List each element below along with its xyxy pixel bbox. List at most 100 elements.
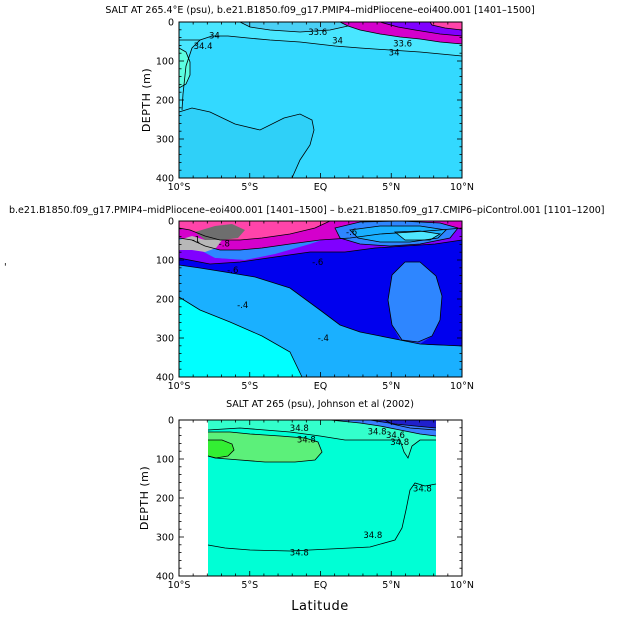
contour-label: -.4 — [237, 301, 248, 311]
panel-3-ylabel: DEPTH (m) — [138, 466, 151, 530]
panel-3-contour-d — [329, 419, 437, 437]
y-tick-label: 100 — [156, 57, 174, 68]
contour-label: -.6 — [312, 258, 323, 268]
panel-2-fill-lens-inner — [395, 231, 440, 240]
panel-2-fill-inner-blob — [388, 262, 442, 342]
y-tick-label: 300 — [156, 334, 174, 345]
x-tick-label: 5°S — [241, 182, 258, 193]
y-tick-label: 200 — [156, 96, 174, 107]
contour-label: 34 — [332, 37, 343, 47]
panel-3-title: SALT AT 265 (psu), Johnson et al (2002) — [226, 399, 414, 410]
y-tick-label: 400 — [156, 373, 174, 384]
contour-label: 34.8 — [363, 531, 382, 541]
y-tick-label: 300 — [156, 135, 174, 146]
contour-label: 34 — [209, 32, 220, 42]
x-tick-label: 10°N — [450, 580, 474, 591]
panel-3-contour-labels: 34.834.834.834.834.834.834.834.6 — [290, 424, 432, 559]
panel-3-contour-a — [207, 427, 436, 459]
x-tick-label: EQ — [314, 580, 327, 591]
panel-2-contour-d — [178, 239, 463, 265]
panel-1-fill-lowest — [179, 108, 314, 178]
panel-2-contour-b — [178, 264, 463, 347]
panel-1-title: SALT AT 265.4°E (psu), b.e21.B1850.f09_g… — [105, 5, 534, 16]
panel-1-contour-g — [379, 21, 463, 37]
contour-label: -.4 — [318, 334, 329, 344]
panel-3-contours — [207, 419, 437, 552]
panel-2-fill-dark-gray — [195, 224, 245, 240]
y-tick-label: 300 — [156, 533, 174, 544]
panel-1-axes: 10°S 5°S EQ 5°N 10°N 0 100 200 300 400 — [156, 18, 474, 194]
x-tick-label: 10°N — [450, 182, 474, 193]
panel-1-contour-d — [179, 39, 201, 111]
y-tick-label: 0 — [168, 18, 174, 29]
panel-2-contour-e — [178, 227, 463, 251]
panel-3: SALT AT 265 (psu), Johnson et al (2002) … — [138, 399, 474, 614]
panel-1: SALT AT 265.4°E (psu), b.e21.B1850.f09_g… — [105, 5, 534, 193]
y-tick-label: 100 — [156, 256, 174, 267]
contour-label: 33.6 — [308, 28, 327, 38]
panel-1-contour-a — [178, 107, 315, 179]
y-tick-label: 0 — [168, 416, 174, 427]
contour-label: 34.8 — [390, 438, 409, 448]
contour-label: 34.8 — [368, 428, 387, 438]
panel-3-xlabel: Latitude — [291, 599, 349, 614]
x-tick-label: 5°S — [241, 381, 258, 392]
contour-label: -1 — [192, 236, 200, 246]
contour-label: 34.8 — [290, 424, 309, 434]
y-tick-label: 0 — [168, 217, 174, 228]
panel-1-ylabel: DEPTH (m) — [140, 68, 153, 132]
panel-3-contour-f — [207, 482, 437, 552]
panel-2-contour-h — [349, 225, 447, 243]
contour-label: 34.6 — [386, 431, 405, 441]
contour-label: 33.6 — [393, 39, 412, 49]
x-tick-label: 10°N — [450, 381, 474, 392]
panel-2-contour-f — [178, 220, 331, 241]
y-tick-label: 100 — [156, 455, 174, 466]
panel-2-fill-navy — [179, 240, 462, 346]
contour-label: 34.8 — [413, 484, 432, 494]
contour-label: -.6 — [346, 228, 357, 238]
panel-3-contour-b — [207, 431, 323, 463]
panel-1-contour-h — [429, 21, 463, 31]
panel-2: b.e21.B1850.f09_g17.PMIP4–midPliocene–eo… — [9, 205, 605, 392]
panel-1-contour-c — [199, 35, 463, 57]
edge-mark: ' — [4, 262, 7, 273]
panel-3-contour-e — [369, 419, 437, 429]
x-tick-label: 5°N — [382, 381, 400, 392]
x-tick-label: EQ — [314, 381, 327, 392]
y-tick-label: 400 — [156, 174, 174, 185]
contour-label: -.6 — [227, 266, 238, 276]
panel-1-fill-high — [179, 48, 190, 88]
panel-3-axes: 10°S 5°S EQ 5°N 10°N 0 100 200 300 400 — [156, 416, 474, 592]
panel-3-fill-mid — [208, 420, 436, 458]
panel-3-fill-band — [208, 432, 322, 462]
panel-1-contour-f — [347, 25, 463, 45]
contour-label: -.8 — [219, 240, 230, 250]
panel-2-axes: 10°S 5°S EQ 5°N 10°N 0 100 200 300 400 — [156, 217, 474, 393]
y-tick-label: 400 — [156, 572, 174, 583]
y-tick-label: 200 — [156, 295, 174, 306]
x-tick-label: EQ — [314, 182, 327, 193]
panel-2-contour-i — [393, 230, 442, 241]
panel-3-fill-core — [208, 440, 234, 458]
x-tick-label: 5°N — [382, 580, 400, 591]
x-tick-label: 10°S — [168, 381, 191, 392]
panel-1-contour-b — [178, 47, 191, 89]
panel-1-fill-pink — [430, 22, 462, 30]
x-tick-label: 10°S — [168, 182, 191, 193]
y-tick-label: 200 — [156, 494, 174, 505]
panel-3-contour-g — [384, 419, 437, 431]
panel-2-title: b.e21.B1850.f09_g17.PMIP4–midPliocene–eo… — [9, 205, 605, 216]
contour-label: 34.4 — [194, 42, 213, 52]
x-tick-label: 5°N — [382, 182, 400, 193]
contour-label: 34.8 — [290, 549, 309, 559]
panel-2-contour-c — [387, 261, 443, 343]
panel-2-contour-a — [178, 296, 303, 378]
x-tick-label: 5°S — [241, 580, 258, 591]
panel-1-fills — [179, 22, 462, 178]
panel-2-contour-labels: -1 -.8 -.6 -.6 -.6 -.4 -.4 — [192, 228, 357, 344]
contour-label: 34 — [389, 48, 400, 58]
x-tick-label: 10°S — [168, 580, 191, 591]
